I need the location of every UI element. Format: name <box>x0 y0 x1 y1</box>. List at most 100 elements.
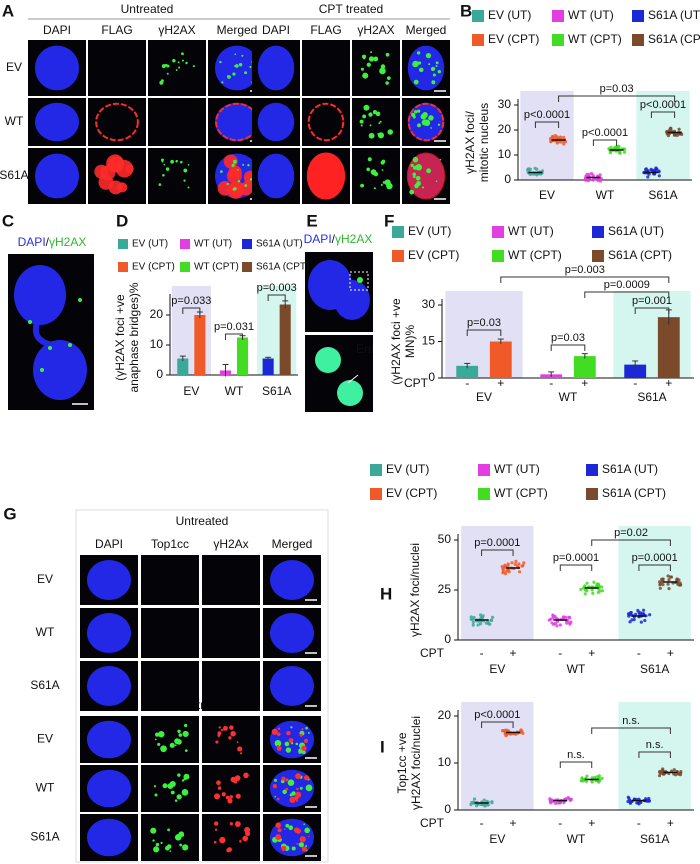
foci <box>416 51 421 55</box>
y-tick-label: 0 <box>444 632 451 646</box>
foci <box>175 160 178 163</box>
foci <box>177 729 181 733</box>
dot <box>583 592 587 596</box>
legend-swatch <box>552 10 564 22</box>
pair-label: - <box>549 376 553 390</box>
bar <box>624 364 647 378</box>
foci <box>290 726 293 729</box>
significance-label: p=0.03 <box>467 317 501 329</box>
pair-label: + <box>510 816 517 830</box>
micrograph-bg <box>148 98 206 146</box>
foci <box>217 786 222 790</box>
micrograph-bg <box>202 765 260 812</box>
dapi-nucleus <box>33 340 87 400</box>
micrograph <box>263 716 321 763</box>
foci <box>220 170 223 173</box>
foci <box>231 163 235 167</box>
dapi-nucleus <box>269 560 315 600</box>
dot <box>597 774 601 778</box>
dot <box>517 562 521 566</box>
row-label: S61A <box>30 830 59 844</box>
error-bar <box>497 338 504 344</box>
dot <box>675 577 679 581</box>
foci <box>385 52 390 57</box>
foci <box>78 298 82 302</box>
legend-swatch <box>370 488 382 500</box>
significance-bracket <box>638 564 671 571</box>
foci <box>220 728 224 732</box>
y-axis-label-line: (γH2AX foci +ve <box>113 294 127 381</box>
column-header: γH2Ax <box>213 537 248 551</box>
row-label: WT <box>36 625 55 639</box>
significance-bracket <box>481 721 514 728</box>
x-tick-label: WT <box>225 384 244 398</box>
foci <box>380 64 386 69</box>
foci <box>385 81 389 85</box>
foci <box>214 828 218 831</box>
group-title: Untreated <box>176 514 229 528</box>
foci <box>285 823 290 828</box>
foci <box>418 67 424 73</box>
foci <box>28 320 32 324</box>
foci <box>291 846 296 851</box>
micrograph <box>148 148 206 204</box>
dot <box>510 561 514 565</box>
row-label: EV <box>6 60 22 74</box>
micrograph-bg <box>141 555 199 605</box>
foci <box>230 730 236 737</box>
micrograph <box>28 148 86 204</box>
bar <box>279 304 291 375</box>
foci <box>245 831 251 837</box>
micrograph <box>352 98 400 146</box>
pair-label: - <box>637 816 641 830</box>
foci <box>160 745 167 753</box>
y-axis-label: γH2AX foci/mitotic nucleus <box>463 103 491 182</box>
foci <box>379 67 386 75</box>
significance-label: p=0.0009 <box>604 279 650 291</box>
foci <box>367 63 369 66</box>
dot <box>661 583 665 587</box>
stain-part: DAPI <box>18 235 46 249</box>
foci <box>378 122 381 125</box>
foci <box>68 343 72 347</box>
micrograph <box>80 555 138 605</box>
dot <box>618 150 622 154</box>
dapi-nucleus <box>269 769 315 808</box>
foci <box>412 165 418 170</box>
foci <box>226 848 231 853</box>
dot <box>470 800 474 805</box>
column-header: Merged <box>406 23 447 37</box>
micrograph-bg <box>202 555 260 605</box>
foci <box>295 742 299 746</box>
foci <box>234 821 241 827</box>
legend-label: S61A (CPT) <box>648 32 700 46</box>
foci <box>221 81 224 84</box>
flag-blob <box>125 164 134 173</box>
foci <box>303 775 309 781</box>
x-tick-label: WT <box>596 188 615 202</box>
foci <box>301 728 304 731</box>
dot <box>675 133 679 137</box>
stain-part: / <box>46 235 50 249</box>
dot <box>654 166 658 170</box>
foci <box>377 133 379 135</box>
micrograph-bg <box>141 716 199 763</box>
dapi-nucleus <box>86 613 132 653</box>
dot <box>669 126 673 130</box>
micrograph <box>252 148 300 204</box>
foci <box>299 836 306 843</box>
column-header: Merged <box>217 23 258 37</box>
legend-label: EV (UT) <box>488 8 531 22</box>
foci <box>275 822 282 828</box>
foci <box>368 112 373 117</box>
dot <box>600 589 605 593</box>
foci <box>234 64 237 68</box>
dot-cluster <box>664 126 684 138</box>
dot <box>509 732 513 736</box>
dot <box>657 770 662 774</box>
micrograph-bg <box>141 661 199 711</box>
foci <box>303 738 308 744</box>
micrograph <box>80 765 138 812</box>
dot <box>481 614 485 618</box>
